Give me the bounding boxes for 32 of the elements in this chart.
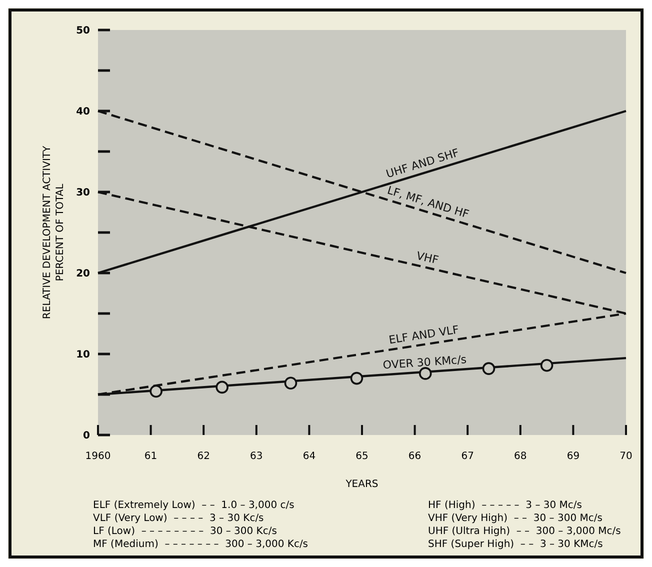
x-tick-label: 64 bbox=[302, 451, 316, 462]
x-tick-label: 66 bbox=[408, 451, 422, 462]
text: UHF AND SHF bbox=[384, 146, 461, 181]
x-tick-label: 63 bbox=[250, 451, 263, 462]
x-tick-label: 67 bbox=[461, 451, 474, 462]
x-tick-label: 61 bbox=[144, 451, 158, 462]
text: VLF (Very Low) – – – – 3 – 30 Kc/s bbox=[93, 513, 264, 524]
text: VHF (Very High) – – 30 – 300 Mc/s bbox=[428, 513, 602, 524]
series-label: OVER 30 KMc/s bbox=[382, 353, 468, 372]
y-axis-title: RELATIVE DEVELOPMENT ACTIVITY PERCENT OF TOTAL bbox=[42, 144, 66, 320]
x-tick-label: 70 bbox=[620, 451, 632, 462]
text: SHF (Super High) – – 3 – 30 KMc/s bbox=[428, 539, 603, 550]
y-tick-label: 50 bbox=[76, 26, 90, 36]
y-tick-label: 40 bbox=[76, 106, 90, 118]
x-tick-label: 65 bbox=[356, 451, 368, 462]
y-tick-label: 10 bbox=[76, 350, 90, 360]
text: ELF (Extremely Low) – – 1.0 – 3,000 c/s bbox=[93, 500, 294, 511]
text: MF (Medium) – – – – – – – 300 – 3,000 Kc/s bbox=[93, 539, 308, 550]
text: LF, MF, AND HF bbox=[386, 184, 470, 221]
text: ELF AND VLF bbox=[388, 323, 460, 347]
x-axis-title: YEARS bbox=[344, 479, 378, 490]
x-tick-label: 62 bbox=[197, 451, 210, 462]
x-tick-label: 69 bbox=[566, 451, 580, 462]
x-tick-label: 1960 bbox=[85, 451, 111, 462]
text: VHF bbox=[415, 249, 440, 267]
text: LF (Low) – – – – – – – – 30 – 300 Kc/s bbox=[93, 526, 277, 537]
y-tick-label: 30 bbox=[76, 188, 90, 198]
text: HF (High) – – – – – 3 – 30 Mc/s bbox=[428, 500, 582, 511]
y-tick-label: 20 bbox=[76, 268, 90, 280]
y-tick-label: 0 bbox=[83, 430, 90, 442]
text: UHF (Ultra High) – – 300 – 3,000 Mc/s bbox=[428, 526, 621, 537]
x-tick-label: 68 bbox=[514, 451, 527, 462]
